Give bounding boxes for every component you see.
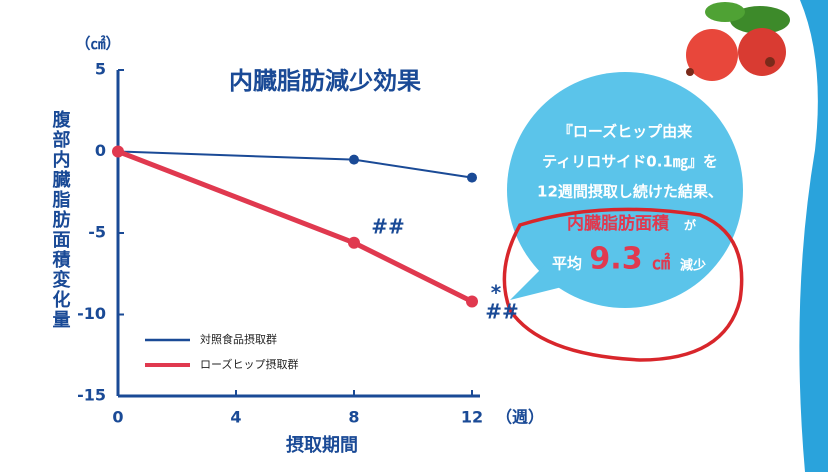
callout-number: 9.3 [589, 242, 642, 277]
data-point [112, 145, 124, 158]
callout-text: 12週間摂取し続けた結果、 [537, 183, 723, 201]
y-tick-label: 5 [95, 60, 106, 79]
data-point [467, 172, 477, 183]
y-tick-label: 0 [95, 141, 106, 160]
x-tick-label: 12 [461, 408, 483, 427]
x-unit: （週） [496, 408, 544, 427]
x-axis-label: 摂取期間 [286, 434, 358, 456]
y-axis-label: 腹部内臓脂肪面積変化量 [50, 109, 72, 330]
data-point [349, 154, 359, 165]
y-tick-label: -5 [88, 223, 106, 242]
y-tick-label: -15 [77, 386, 106, 405]
data-point [348, 236, 360, 249]
callout-text: 『ローズヒップ由来 [558, 123, 693, 141]
callout-highlight: 内臓脂肪面積 [567, 213, 670, 234]
x-tick-label: 8 [348, 408, 359, 427]
callout-bubble [507, 72, 743, 308]
callout-text: 平均 [552, 255, 582, 273]
y-tick-label: -10 [77, 304, 106, 323]
legend-label: ローズヒップ摂取群 [200, 357, 298, 371]
significance-mark: ## [485, 300, 519, 324]
highlight-circle [502, 207, 744, 362]
callout-tail [510, 265, 570, 300]
data-point [466, 295, 478, 308]
decor-pattern [799, 0, 828, 472]
x-tick-label: 4 [230, 408, 241, 427]
chart-title: 内臓脂肪減少効果 [229, 67, 421, 95]
callout-text: が [684, 218, 696, 233]
rosehip-decor [686, 2, 790, 81]
significance-mark: ## [371, 215, 405, 239]
callout-text: 減少 [680, 258, 706, 274]
callout-text: ティリロサイド0.1㎎』を [542, 153, 718, 172]
significance-mark: * [491, 281, 502, 305]
legend-label: 対照食品摂取群 [200, 332, 277, 346]
x-tick-label: 0 [112, 408, 123, 427]
series-line [117, 149, 474, 304]
callout-unit: ㎠ [652, 252, 670, 274]
y-unit: （㎠） [75, 35, 120, 53]
